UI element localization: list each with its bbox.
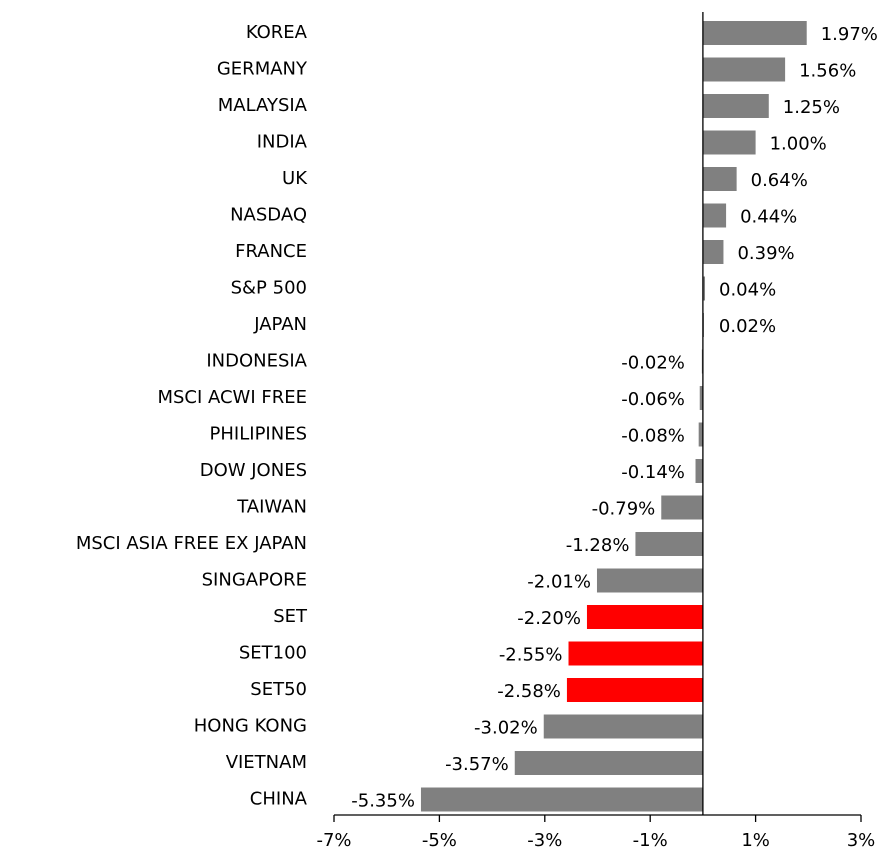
category-label: INDIA [257, 132, 308, 153]
value-label: -2.55% [499, 645, 563, 666]
bar [568, 641, 703, 666]
category-label: UK [282, 168, 308, 189]
category-label: SET [273, 606, 308, 627]
category-label: HONG KONG [194, 716, 307, 737]
x-tick-label: 3% [847, 830, 876, 851]
category-label: MALAYSIA [218, 95, 308, 116]
bar [702, 167, 737, 191]
bar [698, 422, 703, 447]
category-label: GERMANY [217, 59, 308, 80]
category-label: FRANCE [235, 241, 307, 262]
bar [695, 459, 703, 483]
x-tick-label: -5% [422, 830, 457, 851]
bar [661, 495, 703, 520]
bar [702, 94, 769, 118]
bar [420, 787, 703, 812]
x-tick-label: -3% [527, 830, 562, 851]
value-label: -0.79% [592, 499, 656, 520]
category-label: VIETNAM [226, 752, 307, 773]
category-label: MSCI ASIA FREE EX JAPAN [76, 533, 307, 554]
bar [702, 240, 724, 264]
value-label: 1.56% [799, 61, 856, 82]
value-label: -5.35% [351, 791, 415, 812]
category-label: DOW JONES [200, 460, 307, 481]
bar [699, 386, 703, 410]
bar [514, 751, 703, 775]
value-label: 0.02% [719, 316, 776, 337]
category-label: PHILIPINES [210, 424, 307, 445]
x-tick-label: -7% [316, 830, 351, 851]
value-label: -0.02% [621, 353, 685, 374]
category-label: SINGAPORE [202, 570, 307, 591]
category-label: SET100 [239, 643, 307, 664]
bar [635, 532, 703, 556]
value-label: -2.01% [527, 572, 591, 593]
bar [702, 203, 727, 228]
value-label: 0.04% [719, 280, 776, 301]
bar [702, 57, 786, 82]
value-label: -2.58% [497, 681, 561, 702]
category-label: SET50 [250, 679, 307, 700]
value-label: 0.39% [737, 243, 794, 264]
bar [543, 714, 703, 739]
value-label: -3.57% [445, 754, 509, 775]
bar [596, 568, 703, 593]
bar [702, 276, 706, 301]
value-label: -0.08% [621, 426, 685, 447]
x-tick-label: -1% [633, 830, 668, 851]
bar [566, 678, 703, 702]
bar [702, 21, 807, 45]
value-label: -3.02% [474, 718, 538, 739]
x-tick-label: 1% [741, 830, 770, 851]
value-label: 1.25% [783, 97, 840, 118]
category-label: INDONESIA [206, 351, 307, 372]
category-label: NASDAQ [230, 205, 307, 226]
category-label: TAIWAN [236, 497, 307, 518]
category-label: JAPAN [253, 314, 307, 335]
value-label: 1.00% [770, 134, 827, 155]
category-label: CHINA [250, 789, 308, 810]
value-label: -0.06% [621, 389, 685, 410]
bar [702, 130, 756, 155]
value-label: 1.97% [821, 24, 878, 45]
value-label: -1.28% [566, 535, 630, 556]
category-label: S&P 500 [231, 278, 307, 299]
value-label: 0.64% [751, 170, 808, 191]
value-label: -0.14% [621, 462, 685, 483]
value-label: -2.20% [517, 608, 581, 629]
value-label: 0.44% [740, 207, 797, 228]
category-label: KOREA [246, 22, 308, 43]
category-label: MSCI ACWI FREE [157, 387, 307, 408]
bar [586, 605, 703, 629]
